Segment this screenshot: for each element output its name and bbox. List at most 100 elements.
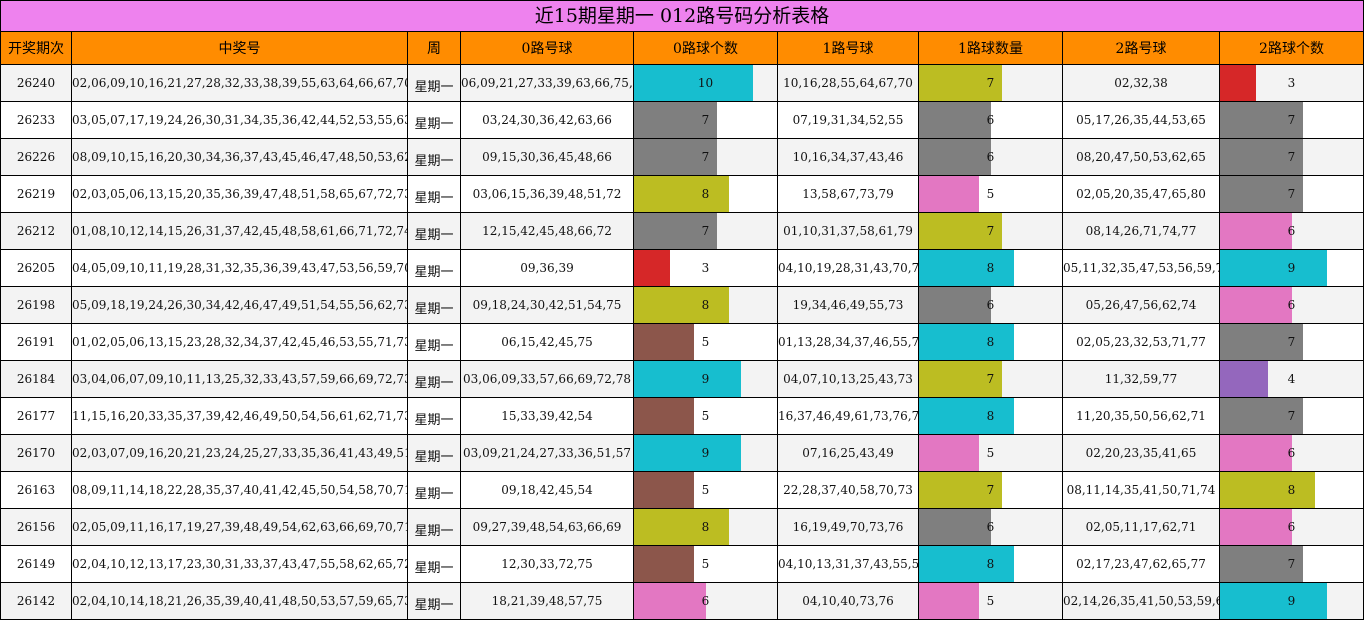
count-value: 6 xyxy=(1287,298,1296,312)
count-value: 5 xyxy=(701,409,710,423)
table-row: 26226 08,09,10,15,16,20,30,34,36,37,43,45… xyxy=(0,138,1364,176)
issue-cell: 26226 xyxy=(0,138,72,176)
road0-balls-cell: 12,30,33,72,75 xyxy=(460,545,634,583)
header-road0-balls: 0路号球 xyxy=(460,31,634,65)
issue-cell: 26205 xyxy=(0,249,72,287)
road0-balls-cell: 09,18,42,45,54 xyxy=(460,471,634,509)
numbers-cell: 02,06,09,10,16,21,27,28,32,33,38,39,55,6… xyxy=(71,64,408,102)
week-cell: 星期一 xyxy=(407,175,461,213)
count-bar xyxy=(1220,213,1292,249)
count-value: 4 xyxy=(1287,372,1296,386)
count-bar xyxy=(919,287,991,323)
issue-cell: 26219 xyxy=(0,175,72,213)
count-bar xyxy=(919,324,1015,360)
count-bar xyxy=(919,213,1003,249)
road0-balls-cell: 06,09,21,27,33,39,63,66,75,78 xyxy=(460,64,634,102)
road1-balls-cell: 04,10,19,28,31,43,70,79 xyxy=(777,249,919,287)
issue-cell: 26198 xyxy=(0,286,72,324)
road0-count-cell: 8 xyxy=(633,286,778,324)
issue-cell: 26149 xyxy=(0,545,72,583)
road1-count-cell: 6 xyxy=(918,508,1063,546)
road1-count-cell: 5 xyxy=(918,434,1063,472)
count-value: 8 xyxy=(1287,483,1296,497)
count-value: 7 xyxy=(1287,150,1296,164)
road1-balls-cell: 04,10,13,31,37,43,55,58 xyxy=(777,545,919,583)
road1-count-cell: 8 xyxy=(918,545,1063,583)
count-value: 8 xyxy=(986,557,995,571)
road2-count-cell: 7 xyxy=(1219,138,1364,176)
count-value: 6 xyxy=(986,113,995,127)
count-bar xyxy=(1220,139,1304,175)
road2-balls-cell: 02,05,23,32,53,71,77 xyxy=(1062,323,1220,361)
week-cell: 星期一 xyxy=(407,471,461,509)
issue-cell: 26156 xyxy=(0,508,72,546)
road1-count-cell: 8 xyxy=(918,397,1063,435)
road1-balls-cell: 04,10,40,73,76 xyxy=(777,582,919,620)
issue-cell: 26142 xyxy=(0,582,72,620)
count-bar xyxy=(634,361,742,397)
road2-balls-cell: 02,05,20,35,47,65,80 xyxy=(1062,175,1220,213)
road1-count-cell: 8 xyxy=(918,323,1063,361)
week-cell: 星期一 xyxy=(407,582,461,620)
numbers-cell: 03,04,06,07,09,10,11,13,25,32,33,43,57,5… xyxy=(71,360,408,398)
count-bar xyxy=(919,398,1015,434)
road0-count-cell: 5 xyxy=(633,545,778,583)
road1-count-cell: 7 xyxy=(918,360,1063,398)
count-value: 9 xyxy=(1287,261,1296,275)
issue-cell: 26184 xyxy=(0,360,72,398)
road2-balls-cell: 05,26,47,56,62,74 xyxy=(1062,286,1220,324)
count-value: 6 xyxy=(1287,224,1296,238)
count-bar xyxy=(919,139,991,175)
road1-count-cell: 6 xyxy=(918,138,1063,176)
count-value: 6 xyxy=(986,520,995,534)
issue-cell: 26212 xyxy=(0,212,72,250)
week-cell: 星期一 xyxy=(407,64,461,102)
road1-count-cell: 7 xyxy=(918,64,1063,102)
count-value: 9 xyxy=(701,446,710,460)
road2-balls-cell: 05,17,26,35,44,53,65 xyxy=(1062,101,1220,139)
count-bar xyxy=(634,250,670,286)
road0-balls-cell: 09,18,24,30,42,51,54,75 xyxy=(460,286,634,324)
count-value: 7 xyxy=(1287,335,1296,349)
road1-balls-cell: 10,16,34,37,43,46 xyxy=(777,138,919,176)
week-cell: 星期一 xyxy=(407,545,461,583)
road2-balls-cell: 02,14,26,35,41,50,53,59,65 xyxy=(1062,582,1220,620)
count-value: 8 xyxy=(986,409,995,423)
road1-count-cell: 5 xyxy=(918,582,1063,620)
count-bar xyxy=(634,435,742,471)
count-value: 5 xyxy=(701,335,710,349)
week-cell: 星期一 xyxy=(407,286,461,324)
count-value: 8 xyxy=(701,520,710,534)
count-value: 7 xyxy=(1287,409,1296,423)
road1-balls-cell: 07,16,25,43,49 xyxy=(777,434,919,472)
road1-count-cell: 6 xyxy=(918,286,1063,324)
header-road2-balls: 2路号球 xyxy=(1062,31,1220,65)
road2-count-cell: 7 xyxy=(1219,175,1364,213)
issue-cell: 26163 xyxy=(0,471,72,509)
numbers-cell: 08,09,11,14,18,22,28,35,37,40,41,42,45,5… xyxy=(71,471,408,509)
road0-balls-cell: 12,15,42,45,48,66,72 xyxy=(460,212,634,250)
header-week: 周 xyxy=(407,31,461,65)
numbers-cell: 05,09,18,19,24,26,30,34,42,46,47,49,51,5… xyxy=(71,286,408,324)
table-row: 26240 02,06,09,10,16,21,27,28,32,33,38,39… xyxy=(0,64,1364,102)
count-value: 7 xyxy=(701,224,710,238)
count-bar xyxy=(1220,324,1304,360)
count-value: 7 xyxy=(701,113,710,127)
road0-balls-cell: 18,21,39,48,57,75 xyxy=(460,582,634,620)
count-bar xyxy=(634,213,718,249)
road2-count-cell: 4 xyxy=(1219,360,1364,398)
count-bar xyxy=(919,583,979,619)
table-row: 26163 08,09,11,14,18,22,28,35,37,40,41,42… xyxy=(0,471,1364,509)
count-value: 7 xyxy=(986,483,995,497)
road1-balls-cell: 13,58,67,73,79 xyxy=(777,175,919,213)
count-value: 6 xyxy=(1287,520,1296,534)
week-cell: 星期一 xyxy=(407,508,461,546)
road1-balls-cell: 10,16,28,55,64,67,70 xyxy=(777,64,919,102)
count-bar xyxy=(1220,398,1304,434)
numbers-cell: 02,04,10,12,13,17,23,30,31,33,37,43,47,5… xyxy=(71,545,408,583)
road0-count-cell: 8 xyxy=(633,508,778,546)
table-row: 26233 03,05,07,17,19,24,26,30,31,34,35,36… xyxy=(0,101,1364,139)
road0-balls-cell: 03,06,09,33,57,66,69,72,78 xyxy=(460,360,634,398)
count-value: 7 xyxy=(986,372,995,386)
